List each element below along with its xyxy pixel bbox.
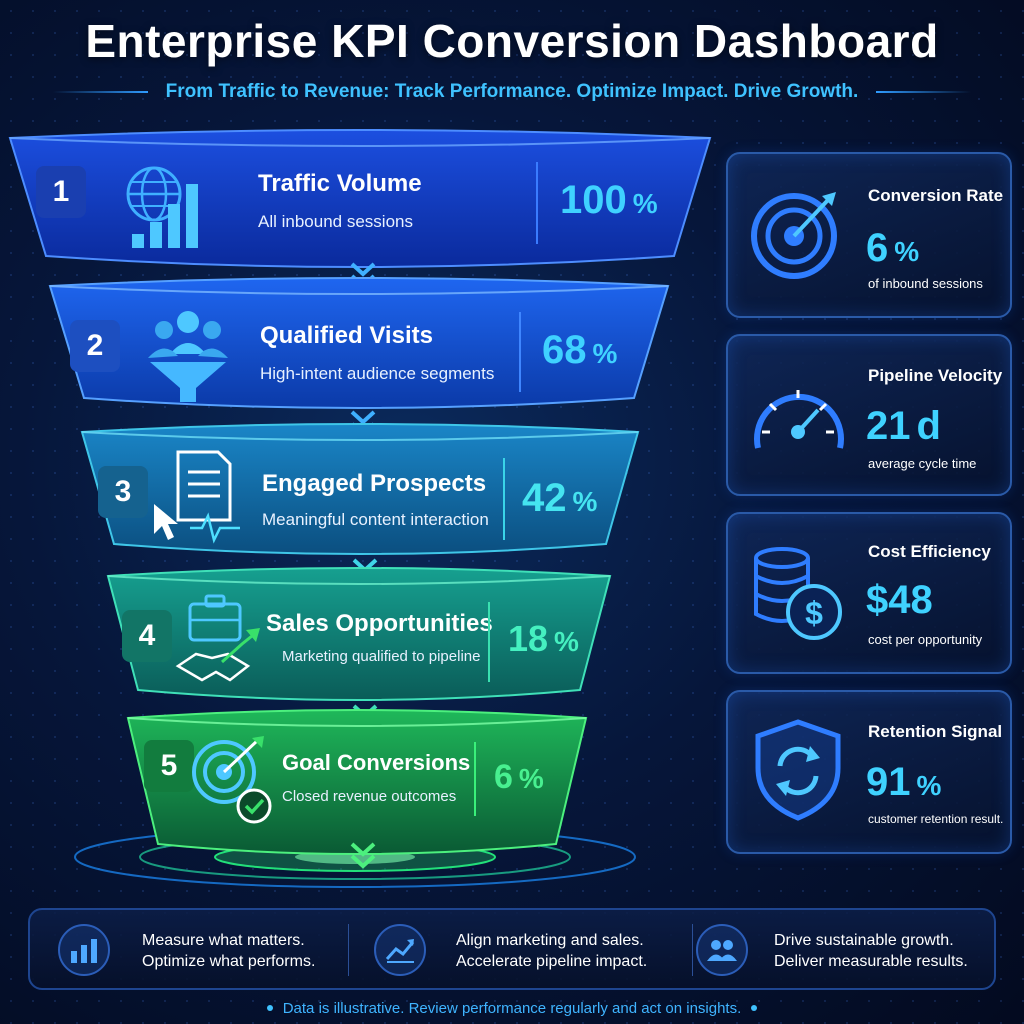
kpi-note: of inbound sessions (868, 276, 983, 291)
stage-percent-unit: % (592, 338, 618, 369)
footnote-dot-right (751, 1005, 758, 1011)
kpi-title: Cost Efficiency (868, 542, 991, 561)
stage-description: Closed revenue outcomes (282, 788, 457, 805)
kpi-value-number: 6 (866, 226, 889, 270)
principle-line-1: Drive sustainable growth. (774, 932, 954, 949)
principle-item: Align marketing and sales. Accelerate pi… (350, 910, 670, 988)
kpi-value-unit: % (916, 770, 942, 801)
stage-percent: 100% (560, 178, 658, 223)
stage-1-shape (8, 129, 712, 268)
kpi-note: cost per opportunity (868, 632, 983, 647)
kpi-title: Pipeline Velocity (868, 366, 1003, 385)
kpi-title: Retention Signal (868, 722, 1003, 741)
briefcase-handshake-icon (175, 594, 260, 682)
stage-description: Marketing qualified to pipeline (282, 648, 481, 665)
stage-percent: 42% (522, 476, 597, 521)
kpi-value: $48 (866, 578, 933, 623)
speedometer-icon (754, 390, 844, 449)
stage-title: Engaged Prospects (262, 470, 487, 497)
stage-percent-unit: % (632, 188, 658, 219)
coins-dollar-icon: $ (754, 547, 842, 640)
kpi-value-number: $48 (866, 578, 933, 622)
stage-4-shape (106, 567, 612, 701)
stage-number-badge: 1 (36, 166, 86, 218)
stage-description: All inbound sessions (258, 212, 413, 231)
stage-percent-value: 6 (494, 758, 513, 796)
stage-percent-value: 68 (542, 328, 587, 372)
principle-item: Drive sustainable growth. Deliver measur… (692, 910, 996, 988)
stage-percent: 68% (542, 328, 617, 373)
principle-item: Measure what matters. Optimize what perf… (30, 910, 350, 988)
kpi-card-cost-efficiency[interactable]: $ Cost Efficiency $48 cost per opportuni… (726, 512, 1012, 674)
kpi-note: customer retention result. (868, 812, 1004, 826)
principle-text: Drive sustainable growth. Deliver measur… (774, 930, 968, 972)
subtitle-line-right (876, 91, 972, 93)
stage-number-badge: 2 (70, 320, 120, 372)
target-check-icon (192, 736, 272, 824)
principle-separator (348, 924, 349, 976)
audience-filter-icon (148, 311, 228, 402)
kpi-card-conversion-rate[interactable]: Conversion Rate 6% of inbound sessions (726, 152, 1012, 318)
principle-line-1: Align marketing and sales. (456, 932, 644, 949)
stage-percent-unit: % (572, 486, 598, 517)
kpi-value-unit: % (894, 236, 920, 267)
stage-title: Qualified Visits (260, 322, 433, 349)
stage-number-badge: 5 (144, 740, 194, 792)
kpi-note: average cycle time (868, 456, 977, 471)
stage-percent-value: 100 (560, 178, 627, 222)
principle-text: Measure what matters. Optimize what perf… (142, 930, 315, 972)
page-title: Enterprise KPI Conversion Dashboard (85, 15, 939, 67)
stage-percent: 18% (508, 618, 579, 660)
stage-percent-value: 18 (508, 618, 549, 659)
principles-bar: Measure what matters. Optimize what perf… (28, 908, 996, 990)
stage-divider (536, 162, 538, 244)
stage-number-badge: 4 (122, 610, 172, 662)
stage-divider (488, 602, 490, 682)
footnote-text: Data is illustrative. Review performance… (282, 1000, 742, 1017)
principle-line-1: Measure what matters. (142, 932, 305, 949)
target-icon (751, 192, 837, 279)
kpi-value: 6% (866, 226, 919, 271)
stage-title: Sales Opportunities (266, 610, 493, 637)
stage-divider (503, 458, 505, 540)
principle-line-2: Optimize what performs. (142, 953, 316, 970)
stage-percent-value: 42 (522, 476, 567, 520)
stage-title: Traffic Volume (258, 170, 422, 197)
kpi-value-number: 91 (866, 760, 911, 804)
team-icon (696, 924, 748, 976)
kpi-value-unit: d (916, 404, 941, 448)
principle-separator (692, 924, 693, 976)
kpi-card-retention-signal[interactable]: Retention Signal 91% customer retention … (726, 690, 1012, 854)
stage-title: Goal Conversions (282, 750, 471, 775)
kpi-title: Conversion Rate (868, 186, 1004, 205)
page-subtitle: From Traffic to Revenue: Track Performan… (165, 81, 859, 102)
document-cursor-icon (154, 450, 240, 544)
kpi-value: 91% (866, 760, 941, 805)
stage-description: High-intent audience segments (260, 364, 495, 383)
kpi-card-pipeline-velocity[interactable]: Pipeline Velocity 21 d average cycle time (726, 334, 1012, 496)
principle-line-2: Deliver measurable results. (774, 953, 968, 970)
principle-line-2: Accelerate pipeline impact. (456, 953, 648, 970)
stage-percent-unit: % (554, 626, 579, 657)
stage-percent-unit: % (518, 763, 544, 794)
conversion-funnel: 1 Traffic Volume All inbound sessions 10… (8, 129, 712, 888)
principle-text: Align marketing and sales. Accelerate pi… (456, 930, 647, 972)
kpi-value-number: 21 (866, 404, 911, 448)
stage-number-badge: 3 (98, 466, 148, 518)
footnote: Data is illustrative. Review performance… (0, 1000, 1024, 1017)
subtitle-line-left (52, 91, 148, 93)
bar-chart-icon (58, 924, 110, 976)
stage-divider (474, 742, 476, 816)
stage-percent: 6% (494, 758, 544, 797)
shield-refresh-icon (755, 719, 841, 821)
chevron-down-icon (350, 842, 376, 869)
subtitle-row: From Traffic to Revenue: Track Performan… (0, 78, 1024, 106)
trend-up-icon (374, 924, 426, 976)
svg-text:$: $ (805, 595, 823, 631)
stage-description: Meaningful content interaction (262, 510, 489, 529)
kpi-value: 21 d (866, 404, 941, 449)
footnote-dot-left (266, 1005, 273, 1011)
stage-divider (519, 312, 521, 392)
globe-bar-chart-icon (126, 166, 198, 248)
